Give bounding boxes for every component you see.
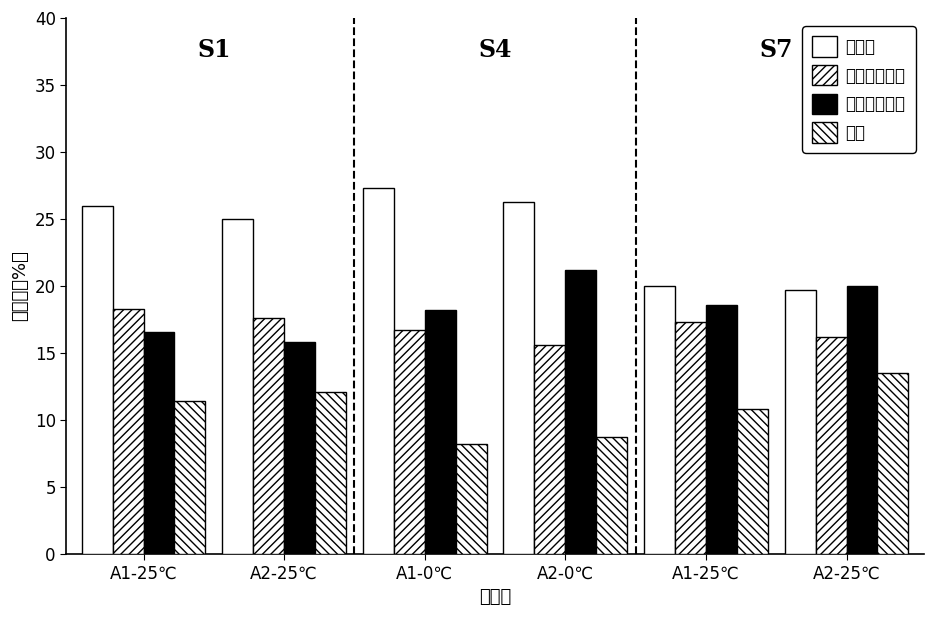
Bar: [706, 305, 737, 554]
Bar: [144, 331, 175, 554]
Bar: [815, 337, 846, 554]
Bar: [284, 342, 315, 554]
X-axis label: 反应器: 反应器: [479, 588, 511, 606]
Text: S4: S4: [479, 38, 511, 62]
Bar: [112, 308, 144, 554]
Bar: [644, 286, 675, 554]
Bar: [363, 188, 394, 554]
Bar: [175, 401, 206, 554]
Bar: [315, 392, 346, 554]
Bar: [566, 270, 597, 554]
Bar: [424, 310, 455, 554]
Bar: [784, 290, 815, 554]
Bar: [455, 444, 486, 554]
Bar: [846, 286, 877, 554]
Bar: [737, 409, 768, 554]
Legend: 生物量, 革兰氏阳性菌, 革兰氏阴性菌, 真菌: 生物量, 革兰氏阳性菌, 革兰氏阴性菌, 真菌: [802, 27, 915, 153]
Bar: [223, 219, 253, 554]
Bar: [675, 322, 706, 554]
Bar: [503, 202, 535, 554]
Y-axis label: 百分比（%）: 百分比（%）: [11, 251, 29, 321]
Text: S1: S1: [197, 38, 231, 62]
Text: S7: S7: [759, 38, 793, 62]
Bar: [81, 205, 112, 554]
Bar: [394, 330, 424, 554]
Bar: [877, 373, 909, 554]
Bar: [535, 345, 566, 554]
Bar: [253, 318, 284, 554]
Bar: [597, 437, 627, 554]
